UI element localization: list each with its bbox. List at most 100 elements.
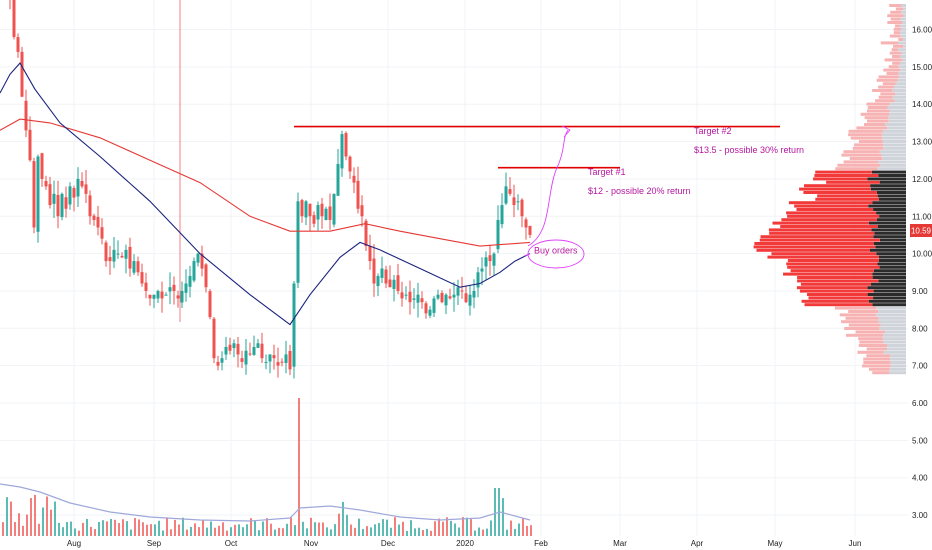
profile-bar-grey bbox=[870, 282, 906, 286]
volume-bar bbox=[70, 521, 72, 536]
profile-bar-red bbox=[878, 75, 900, 79]
profile-bar-red bbox=[875, 99, 895, 103]
candle-body bbox=[416, 294, 420, 303]
price-tick-label: 14.00 bbox=[912, 100, 932, 109]
volume-bar bbox=[226, 530, 228, 536]
volume-bar bbox=[502, 498, 504, 536]
profile-bar-red bbox=[767, 255, 879, 259]
profile-bar-red bbox=[815, 170, 872, 174]
volume-bar bbox=[374, 524, 376, 536]
profile-bar-grey bbox=[868, 299, 906, 303]
candle-body bbox=[160, 291, 164, 299]
volume-bar bbox=[150, 524, 152, 536]
profile-bar-red bbox=[841, 320, 879, 324]
profile-bar-red bbox=[890, 10, 902, 14]
volume-profile bbox=[753, 4, 906, 375]
volume-bar bbox=[506, 529, 508, 536]
profile-bar-grey bbox=[884, 330, 906, 334]
annotation-label: $12 - possible 20% return bbox=[588, 186, 691, 196]
volume-bar bbox=[490, 520, 492, 536]
candle-body bbox=[108, 257, 112, 262]
profile-bar-red bbox=[790, 269, 874, 273]
candle-body bbox=[488, 255, 492, 262]
profile-bar-grey bbox=[876, 252, 906, 256]
volume-bar bbox=[526, 525, 528, 536]
profile-bar-red bbox=[754, 242, 874, 245]
candle-body bbox=[128, 246, 132, 269]
profile-bar-grey bbox=[868, 221, 906, 225]
volume-bar bbox=[422, 530, 424, 536]
candle-body bbox=[388, 279, 392, 288]
profile-bar-grey bbox=[872, 272, 906, 276]
candle-body bbox=[116, 253, 120, 255]
projection-arrow bbox=[527, 125, 571, 247]
profile-bar-grey bbox=[901, 51, 906, 55]
profile-bar-grey bbox=[873, 289, 906, 293]
profile-bar-red bbox=[864, 123, 886, 126]
last-price-label: 10.59 bbox=[911, 227, 932, 236]
volume-bar bbox=[402, 521, 404, 536]
volume-bar bbox=[290, 517, 292, 536]
volume-moving-average bbox=[0, 483, 531, 522]
volume-bar bbox=[366, 526, 368, 536]
candle-body bbox=[296, 201, 300, 283]
profile-bar-grey bbox=[890, 364, 906, 368]
candle-body bbox=[60, 193, 64, 218]
candle-body bbox=[524, 219, 528, 228]
volume-bar bbox=[350, 524, 352, 536]
candle-body bbox=[92, 215, 96, 220]
profile-bar-grey bbox=[878, 259, 906, 262]
volume-bar bbox=[414, 528, 416, 536]
volume-bar bbox=[66, 522, 68, 536]
candle-body bbox=[440, 292, 444, 303]
candle-body bbox=[356, 180, 360, 209]
time-tick-label: Mar bbox=[613, 539, 627, 548]
candle-body bbox=[288, 351, 292, 370]
volume-bar bbox=[58, 522, 60, 536]
volume-bar bbox=[182, 517, 184, 536]
profile-bar-red bbox=[800, 282, 871, 286]
profile-bar-grey bbox=[871, 170, 906, 174]
candle-body bbox=[228, 344, 232, 351]
candle-body bbox=[216, 361, 220, 366]
volume-bar bbox=[198, 527, 200, 536]
volume-bar bbox=[138, 519, 140, 536]
volume-bar bbox=[194, 523, 196, 536]
time-axis: Aug Sep Oct Nov Dec 2020 Feb Mar Apr May Jun bbox=[67, 539, 862, 548]
profile-bar-grey bbox=[889, 367, 906, 371]
profile-bar-grey bbox=[890, 361, 906, 364]
candle-body bbox=[292, 283, 296, 367]
volume-bar bbox=[18, 513, 20, 536]
volume-bar bbox=[418, 527, 420, 536]
candle-body bbox=[176, 295, 180, 299]
volume-bar bbox=[106, 521, 108, 536]
candle-body bbox=[428, 309, 432, 316]
volume-bar bbox=[430, 530, 432, 536]
candle-body bbox=[156, 290, 160, 299]
volume-bar bbox=[46, 496, 48, 536]
profile-bar-red bbox=[872, 89, 893, 92]
candle-body bbox=[120, 255, 124, 258]
profile-bar-red bbox=[834, 306, 877, 310]
profile-bar-red bbox=[772, 221, 869, 225]
profile-bar-grey bbox=[901, 10, 906, 14]
time-tick-label: Nov bbox=[304, 539, 318, 548]
profile-bar-grey bbox=[878, 174, 906, 177]
profile-bar-grey bbox=[885, 123, 906, 126]
candle-body bbox=[12, 0, 16, 37]
profile-bar-red bbox=[892, 55, 900, 58]
profile-bar-grey bbox=[876, 218, 906, 222]
profile-bar-grey bbox=[892, 89, 906, 92]
candle-body bbox=[468, 294, 472, 306]
profile-bar-red bbox=[898, 38, 903, 41]
candle-body bbox=[56, 194, 60, 217]
profile-bar-red bbox=[813, 177, 868, 181]
volume-bar bbox=[242, 527, 244, 536]
candle-body bbox=[272, 355, 276, 359]
profile-bar-red bbox=[848, 133, 882, 137]
profile-bar-red bbox=[889, 4, 902, 7]
volume-bar bbox=[326, 527, 328, 536]
profile-bar-red bbox=[803, 191, 877, 194]
